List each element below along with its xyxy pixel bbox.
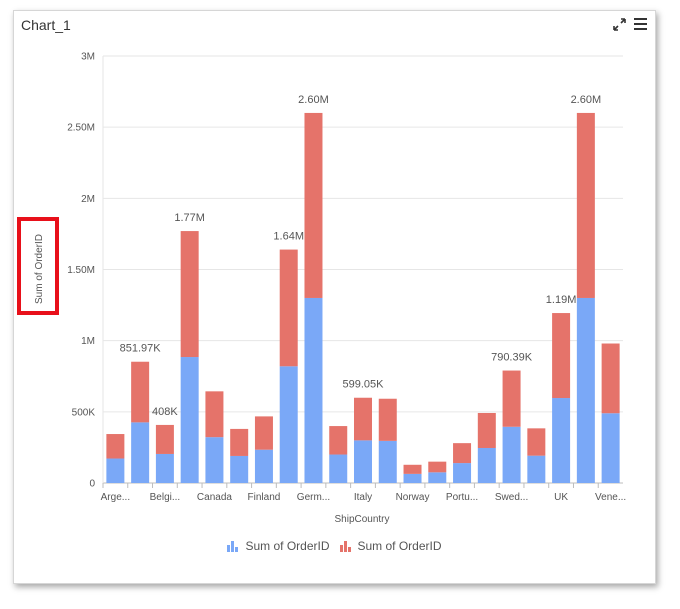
bar-spain-series-1[interactable] bbox=[477, 447, 496, 483]
bar-france-series-2[interactable] bbox=[279, 249, 298, 367]
data-label: 1.19M bbox=[546, 294, 577, 306]
bar-ireland-series-1[interactable] bbox=[329, 454, 348, 483]
y-axis-label: Sum of OrderID bbox=[34, 234, 45, 304]
y-tick-label: 500K bbox=[72, 407, 96, 418]
y-tick-label: 0 bbox=[89, 479, 95, 490]
bar-ireland-series-2[interactable] bbox=[329, 426, 348, 455]
bar-argentina-series-1[interactable] bbox=[106, 458, 125, 483]
bar-chart-icon bbox=[339, 541, 351, 552]
x-tick-label: Portu... bbox=[446, 492, 478, 503]
legend-item-series-2[interactable]: Sum of OrderID bbox=[339, 539, 442, 553]
data-label: 790.39K bbox=[491, 352, 533, 364]
bar-sweden-series-2[interactable] bbox=[502, 370, 521, 427]
x-tick-label: Vene... bbox=[595, 492, 626, 503]
x-axis-label: ShipCountry bbox=[334, 514, 389, 525]
bar-belgium-series-1[interactable] bbox=[155, 453, 174, 483]
chart-plot: 0 500K 1M 1.50M 2M 2.50M 3M Arge... Belgi... Can… bbox=[34, 52, 626, 526]
bar-usa-series-1[interactable] bbox=[576, 297, 595, 483]
bar-brazil-series-2[interactable] bbox=[180, 231, 199, 358]
x-tick-label: Canada bbox=[197, 492, 232, 503]
bar-germany-series-1[interactable] bbox=[304, 297, 323, 483]
y-tick-label: 1M bbox=[81, 336, 95, 347]
bar-mexico-series-1[interactable] bbox=[378, 440, 397, 483]
x-tick-label: Finland bbox=[248, 492, 281, 503]
data-label: 408K bbox=[152, 406, 178, 418]
bar-venezuela-series-1[interactable] bbox=[601, 413, 620, 483]
bar-norway-series-2[interactable] bbox=[403, 464, 422, 474]
bar-sweden-series-1[interactable] bbox=[502, 426, 521, 483]
x-tick-label: Belgi... bbox=[150, 492, 181, 503]
x-tick-label: Italy bbox=[354, 492, 372, 503]
bar-austria-series-2[interactable] bbox=[131, 361, 150, 423]
bar-finland-series-2[interactable] bbox=[254, 416, 273, 450]
legend-label-series-1: Sum of OrderID bbox=[245, 539, 330, 553]
hamburger-menu-icon[interactable] bbox=[632, 16, 648, 32]
bar-brazil-series-1[interactable] bbox=[180, 357, 199, 483]
bar-argentina-series-2[interactable] bbox=[106, 434, 125, 459]
bar-austria-series-1[interactable] bbox=[131, 422, 150, 483]
bar-canada-series-2[interactable] bbox=[205, 391, 224, 438]
y-tick-label: 1.50M bbox=[67, 265, 95, 276]
bar-poland-series-1[interactable] bbox=[428, 472, 447, 483]
chart-legend: Sum of OrderID Sum of OrderID bbox=[14, 539, 655, 553]
bar-germany-series-2[interactable] bbox=[304, 112, 323, 298]
bar-finland-series-1[interactable] bbox=[254, 449, 273, 483]
data-label: 599.05K bbox=[343, 379, 385, 391]
legend-label-series-2: Sum of OrderID bbox=[357, 539, 442, 553]
data-label: 1.77M bbox=[174, 212, 205, 224]
x-tick-label: Germ... bbox=[297, 492, 330, 503]
bar-denmark-series-1[interactable] bbox=[230, 455, 249, 483]
chart-widget: Chart_1 0 500K 1M 1.50M 2M 2.50M 3M Arge... Bel… bbox=[13, 10, 656, 584]
bar-italy-series-1[interactable] bbox=[354, 440, 372, 483]
y-tick-label: 2M bbox=[81, 194, 95, 205]
bar-spain-series-2[interactable] bbox=[477, 412, 496, 448]
x-tick-label: Swed... bbox=[495, 492, 528, 503]
bar-mexico-series-2[interactable] bbox=[378, 398, 397, 441]
bar-chart-icon bbox=[227, 541, 239, 552]
bar-poland-series-2[interactable] bbox=[428, 461, 447, 473]
bar-portugal-series-1[interactable] bbox=[453, 463, 472, 483]
bar-switzerland-series-1[interactable] bbox=[527, 455, 546, 483]
y-axis-label-highlight-box bbox=[17, 217, 59, 315]
x-tick-label: UK bbox=[554, 492, 568, 503]
bar-italy-series-2[interactable] bbox=[354, 397, 372, 441]
bar-denmark-series-2[interactable] bbox=[230, 428, 249, 456]
bar-uk-series-1[interactable] bbox=[552, 398, 571, 483]
data-label: 2.60M bbox=[571, 94, 602, 106]
bar-france-series-1[interactable] bbox=[279, 366, 298, 483]
y-tick-label: 2.50M bbox=[67, 123, 95, 134]
bar-norway-series-1[interactable] bbox=[403, 473, 422, 483]
bar-switzerland-series-2[interactable] bbox=[527, 428, 546, 456]
y-tick-label: 3M bbox=[81, 52, 95, 63]
legend-item-series-1[interactable]: Sum of OrderID bbox=[227, 539, 330, 553]
bar-venezuela-series-2[interactable] bbox=[601, 343, 620, 414]
data-label: 1.64M bbox=[273, 231, 304, 243]
data-label: 851.97K bbox=[120, 343, 162, 355]
bar-belgium-series-2[interactable] bbox=[155, 424, 174, 454]
x-tick-label: Norway bbox=[396, 492, 430, 503]
bar-usa-series-2[interactable] bbox=[576, 112, 595, 298]
expand-icon[interactable] bbox=[611, 16, 627, 32]
x-tick-label: Arge... bbox=[101, 492, 130, 503]
bar-canada-series-1[interactable] bbox=[205, 437, 224, 483]
data-label: 2.60M bbox=[298, 94, 329, 106]
widget-title: Chart_1 bbox=[21, 17, 71, 33]
bar-portugal-series-2[interactable] bbox=[453, 443, 472, 464]
bar-uk-series-2[interactable] bbox=[552, 313, 571, 399]
